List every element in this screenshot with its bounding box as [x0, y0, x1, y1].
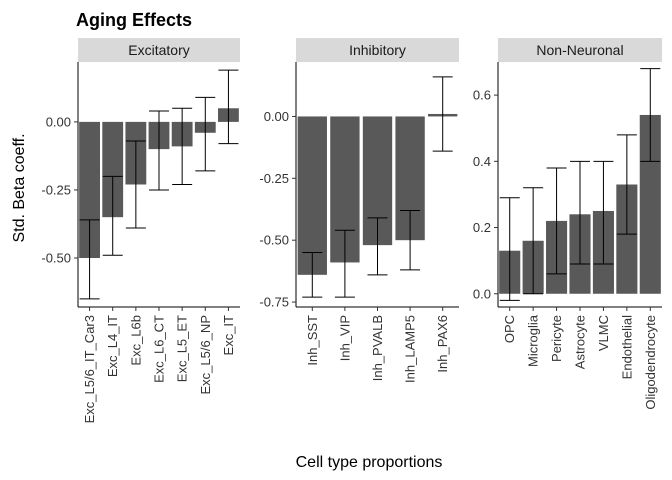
y-axis-title: Std. Beta coeff.	[11, 133, 28, 242]
facet-panels: Excitatory -0.50 -0.25 0.00 Exc_L5/6_IT_Car3…	[41, 38, 662, 423]
y-tick-label: -0.25	[259, 171, 289, 186]
panel-excitatory: Excitatory -0.50 -0.25 0.00 Exc_L5/6_IT_Car3…	[41, 38, 240, 423]
x-tick-label: Exc_L5_ET	[175, 315, 190, 382]
panel-non-neuronal: Non-Neuronal 0.0 0.2 0.4 0.6 OPC Microglia Peri…	[473, 38, 662, 410]
x-tick-label: Exc_L4_IT	[105, 315, 120, 377]
x-tick-label: Astrocyte	[573, 315, 588, 369]
facet-strip	[296, 38, 459, 62]
x-tick-label: Exc_IT	[221, 315, 236, 356]
x-tick-label: Oligodendrocyte	[643, 315, 658, 410]
facet-strip	[78, 38, 240, 62]
bar-Endothelial	[616, 184, 638, 294]
x-tick-label: Endothelial	[619, 315, 634, 379]
y-tick-label: 0.6	[473, 88, 491, 103]
y-tick-label: 0.0	[473, 286, 491, 301]
bar-Oligodendrocyte	[639, 114, 661, 294]
x-tick-label: Exc_L5/6_NP	[198, 315, 213, 395]
x-tick-label: Exc_L6b	[128, 315, 143, 366]
x-tick-label: Exc_L6_CT	[152, 315, 167, 383]
facet-strip-label: Inhibitory	[349, 42, 406, 58]
x-tick-label: Inh_LAMP5	[403, 315, 418, 383]
x-tick-label: Microglia	[526, 314, 541, 367]
y-tick-label: 0.2	[473, 220, 491, 235]
x-tick-label: Inh_PVALB	[370, 315, 385, 381]
y-tick-label: 0.00	[46, 114, 71, 129]
facet-strip	[498, 38, 662, 62]
y-tick-label: -0.75	[259, 295, 289, 310]
facet-strip-label: Excitatory	[128, 42, 189, 58]
x-tick-label: Inh_PAX6	[435, 315, 450, 373]
x-tick-label: VLMC	[596, 315, 611, 351]
x-tick-label: Inh_SST	[305, 315, 320, 366]
x-tick-label: Inh_VIP	[337, 315, 352, 361]
y-tick-label: 0.4	[473, 154, 491, 169]
bar-Inh_SST	[297, 116, 327, 275]
y-tick-label: -0.50	[259, 233, 289, 248]
facet-strip-label: Non-Neuronal	[536, 42, 623, 58]
bar-Exc_L5/6_IT_Car3	[79, 121, 100, 258]
x-tick-label: OPC	[502, 315, 517, 343]
x-tick-label: Pericyte	[549, 315, 564, 362]
chart-title: Aging Effects	[76, 10, 192, 30]
y-tick-label: -0.25	[41, 182, 71, 197]
x-axis-title: Cell type proportions	[296, 454, 443, 471]
y-tick-label: -0.50	[41, 251, 71, 266]
bar-Exc_L4_IT	[102, 121, 124, 218]
x-tick-label: Exc_L5/6_IT_Car3	[82, 315, 97, 423]
y-tick-label: 0.00	[264, 109, 289, 124]
panel-inhibitory: Inhibitory -0.75 -0.50 -0.25 0.00 Inh_SST Inh_…	[259, 38, 459, 383]
